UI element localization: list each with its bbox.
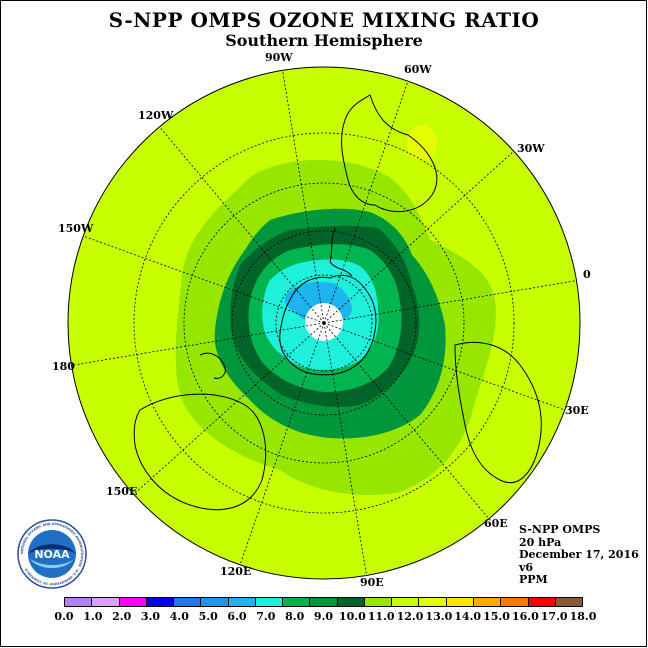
colorbar-swatch [392, 598, 420, 606]
map-title: S-NPP OMPS OZONE MIXING RATIO [108, 8, 540, 32]
colorbar-swatch [473, 598, 502, 606]
colorbar-swatch [174, 598, 202, 606]
map-boundary [67, 66, 581, 580]
colorbar-swatch [146, 598, 175, 606]
colorbar-swatch [555, 598, 583, 606]
colorbar-swatch [255, 598, 284, 606]
info-date: December 17, 2016 [519, 548, 639, 562]
colorbar-tick-label: 15.0 [483, 610, 510, 623]
coast-antarctic-peninsula [329, 227, 353, 277]
colorbar-ticks: 0.0 1.0 2.0 3.0 4.0 5.0 6.0 7.0 8.0 9.0 10.0 11.0 12… [0, 610, 648, 624]
lon-label-90w: 90W [265, 51, 293, 64]
colorbar-tick-label: 2.0 [112, 610, 132, 623]
colorbar-tick-label: 17.0 [540, 610, 568, 623]
info-instrument: S-NPP OMPS [519, 523, 601, 536]
colorbar-tick-label: 12.0 [396, 610, 424, 623]
colorbar-tick-label: 7.0 [256, 610, 276, 623]
coast-australia [133, 393, 267, 511]
coast-south-america [341, 94, 438, 213]
coast-new-zealand [199, 352, 226, 379]
lon-label-60w: 60W [404, 63, 432, 76]
lon-label-150e: 150E [106, 485, 137, 498]
info-units: PPM [519, 573, 548, 587]
info-version: v6 [519, 560, 534, 574]
colorbar-swatch [119, 598, 147, 606]
coastlines [133, 94, 542, 511]
colorbar-swatch [419, 598, 447, 606]
colorbar-tick-label: 13.0 [425, 610, 453, 623]
lon-label-90e: 90E [360, 576, 384, 589]
colorbar-swatch [446, 598, 474, 606]
noaa-logo-text: NOAA [34, 548, 70, 561]
lon-label-30w: 30W [517, 142, 545, 155]
lon-label-120w: 120W [138, 109, 174, 122]
map-subtitle: Southern Hemisphere [225, 31, 423, 50]
colorbar-swatch [92, 598, 120, 606]
lon-label-120e: 120E [220, 565, 251, 578]
colorbar-swatch [310, 598, 338, 606]
colorbar-swatch [501, 598, 529, 606]
info-level: 20 hPa [519, 535, 562, 549]
colorbar-tick-label: 6.0 [227, 610, 247, 623]
colorbar-swatch [65, 598, 93, 606]
colorbar-swatch [201, 598, 229, 606]
colorbar-tick-label: 1.0 [83, 610, 103, 623]
noaa-logo: NOAA NATIONAL OCEANIC AND ATMOSPHERIC AD… [17, 519, 87, 589]
coast-africa [454, 341, 542, 483]
colorbar-tick-label: 4.0 [169, 610, 189, 623]
colorbar-tick-label: 9.0 [313, 610, 334, 623]
colorbar-swatch [528, 598, 556, 606]
longitude-labels: 90W 60W 30W 0 30E 60E 90E 120E 150E 180 … [52, 51, 591, 589]
lon-label-30e: 30E [565, 404, 589, 417]
colorbar-tick-label: 5.0 [198, 610, 218, 623]
colorbar-tick-label: 11.0 [367, 610, 395, 623]
colorbar-swatch [337, 598, 365, 606]
colorbar-tick-label: 8.0 [285, 610, 305, 623]
lon-label-150w: 150W [58, 222, 94, 235]
colorbar-tick-label: 10.0 [338, 610, 366, 623]
colorbar [64, 597, 583, 607]
colorbar-swatch [228, 598, 256, 606]
colorbar-tick-label: 0.0 [54, 610, 74, 623]
colorbar-swatch [364, 598, 393, 606]
colorbar-tick-label: 18.0 [569, 610, 597, 623]
colorbar-tick-label: 16.0 [511, 610, 539, 623]
coast-antarctica [279, 274, 377, 376]
colorbar-tick-label: 14.0 [454, 610, 482, 623]
lon-label-0: 0 [583, 268, 591, 281]
graticule [68, 67, 580, 579]
info-panel: S-NPP OMPS 20 hPa December 17, 2016 v6 P… [519, 523, 639, 587]
field-level-13 [407, 125, 437, 161]
lon-label-60e: 60E [484, 517, 508, 530]
lon-label-180: 180 [52, 360, 75, 373]
colorbar-tick-label: 3.0 [140, 610, 161, 623]
colorbar-swatch [283, 598, 311, 606]
